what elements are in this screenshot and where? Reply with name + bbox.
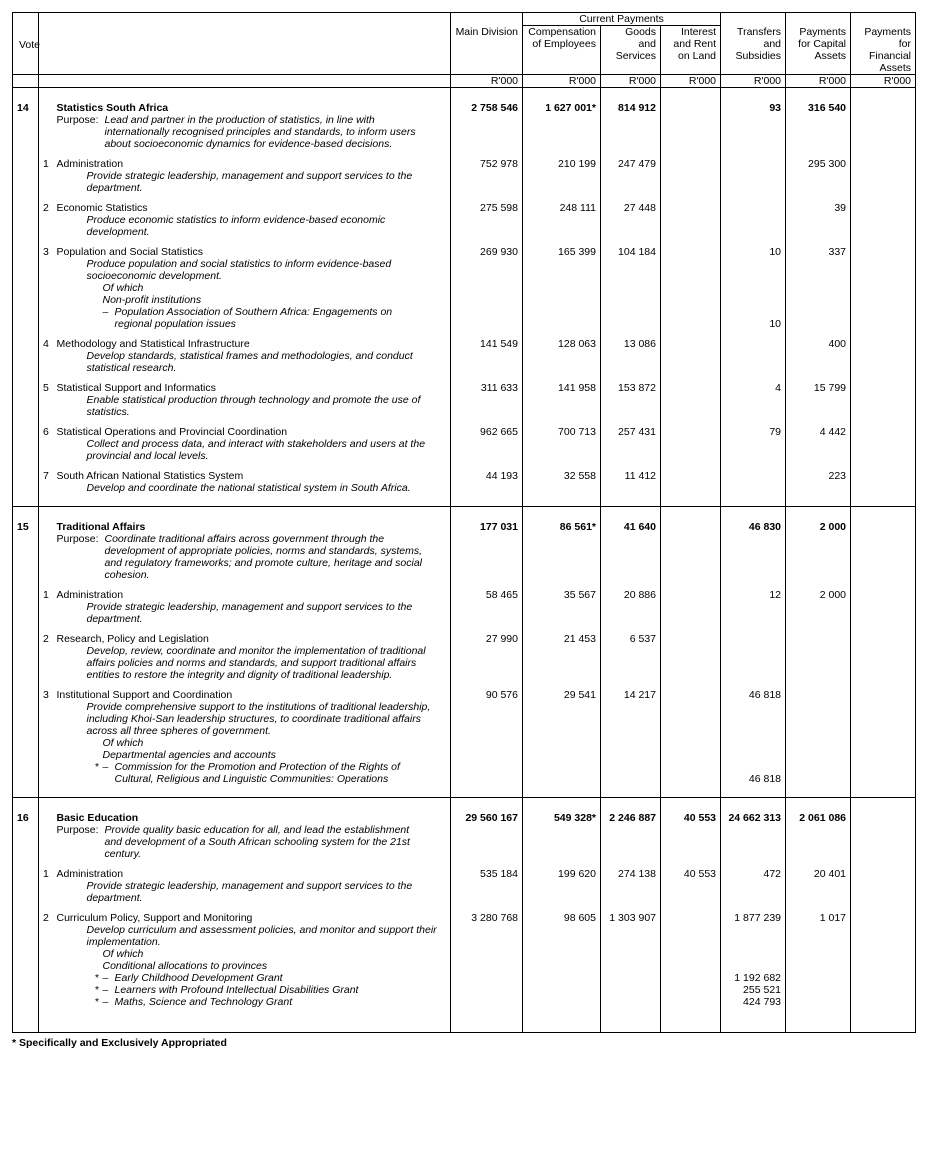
budget-table: VoteCurrent PaymentsMain DivisionCompens… xyxy=(12,12,916,1033)
footnote: * Specifically and Exclusively Appropria… xyxy=(12,1037,915,1049)
